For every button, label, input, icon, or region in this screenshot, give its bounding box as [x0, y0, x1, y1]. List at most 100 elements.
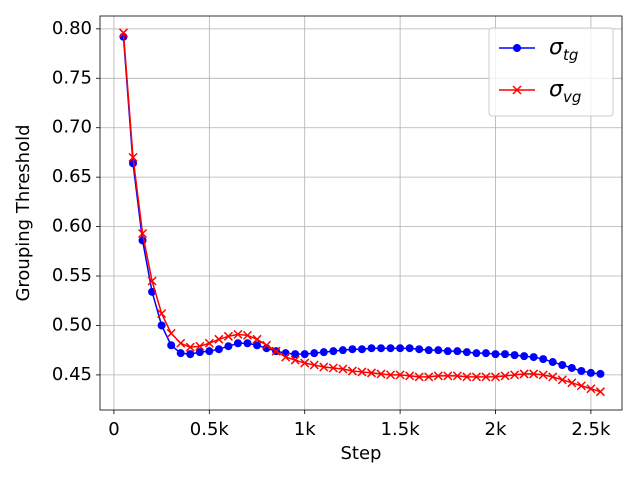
marker	[396, 344, 405, 353]
marker	[501, 350, 510, 359]
legend-subscript: tg	[563, 46, 578, 64]
marker	[395, 370, 405, 380]
marker	[586, 384, 596, 394]
marker	[567, 363, 576, 372]
marker	[118, 28, 128, 38]
y-tick-label: 0.70	[52, 117, 92, 138]
marker	[338, 364, 348, 374]
marker	[548, 358, 557, 367]
marker	[328, 363, 338, 373]
marker	[195, 341, 205, 351]
marker	[242, 330, 253, 340]
marker	[281, 352, 291, 362]
marker	[558, 361, 567, 370]
marker	[347, 366, 357, 376]
marker	[319, 362, 329, 372]
marker	[520, 352, 529, 361]
marker	[548, 372, 558, 382]
marker	[567, 378, 577, 388]
marker	[512, 85, 522, 95]
marker	[453, 347, 462, 356]
marker	[443, 347, 452, 356]
y-tick-label: 0.45	[52, 364, 92, 385]
marker	[157, 321, 166, 330]
marker	[576, 381, 586, 391]
legend-symbol: σ	[549, 77, 564, 102]
marker	[367, 344, 376, 353]
marker	[291, 350, 300, 359]
marker	[481, 349, 490, 358]
marker	[500, 371, 510, 381]
marker	[300, 350, 309, 359]
marker	[510, 351, 519, 360]
marker	[166, 328, 176, 338]
marker	[529, 369, 539, 379]
marker	[357, 367, 367, 377]
marker	[510, 370, 520, 380]
marker	[253, 341, 262, 350]
y-tick-label: 0.65	[52, 166, 92, 187]
marker	[204, 338, 214, 348]
marker	[205, 347, 214, 356]
x-axis-label: Step	[341, 443, 382, 464]
marker	[434, 346, 443, 355]
marker	[595, 387, 605, 397]
marker	[596, 369, 605, 378]
marker	[415, 345, 424, 354]
marker	[471, 372, 481, 382]
y-tick-label: 0.80	[52, 18, 92, 39]
marker	[452, 371, 462, 381]
marker	[433, 371, 443, 381]
marker	[176, 338, 186, 348]
marker	[252, 334, 262, 344]
marker	[300, 358, 310, 368]
x-tick-label: 0	[108, 419, 119, 440]
marker	[424, 346, 433, 355]
marker	[586, 368, 595, 377]
marker	[366, 368, 377, 378]
marker	[233, 339, 242, 348]
y-tick-label: 0.50	[52, 314, 92, 335]
x-tick-label: 0.5k	[190, 419, 230, 440]
marker	[481, 372, 491, 382]
marker	[223, 331, 233, 341]
plot-frame	[99, 15, 623, 411]
legend-symbol: σ	[549, 35, 564, 60]
marker	[348, 345, 357, 354]
marker	[167, 341, 176, 350]
x-tick-label: 2.5k	[571, 419, 611, 440]
marker	[233, 329, 243, 339]
marker	[490, 372, 501, 382]
marker	[539, 355, 548, 364]
marker	[405, 371, 415, 381]
marker	[386, 370, 396, 380]
marker	[377, 344, 386, 353]
marker	[128, 152, 138, 162]
marker	[185, 342, 195, 352]
y-tick-label: 0.60	[52, 216, 92, 237]
marker	[519, 369, 529, 379]
marker	[262, 340, 272, 350]
marker	[138, 236, 147, 245]
marker	[290, 355, 300, 365]
marker	[577, 366, 586, 375]
marker	[386, 344, 395, 353]
marker	[557, 375, 567, 385]
marker	[329, 347, 338, 356]
marker	[491, 350, 500, 359]
legend-label: σtg	[549, 35, 578, 64]
x-tick-label: 1.5k	[381, 419, 421, 440]
marker	[319, 348, 328, 357]
x-tick-label: 2k	[485, 419, 507, 440]
y-axis-label: Grouping Threshold	[13, 124, 34, 301]
marker	[271, 346, 281, 356]
marker	[357, 345, 366, 354]
marker	[424, 372, 434, 382]
x-tick-label: 1k	[294, 419, 316, 440]
marker	[147, 276, 157, 286]
y-tick-label: 0.55	[52, 265, 92, 286]
marker	[157, 309, 167, 319]
marker	[214, 334, 224, 344]
marker	[195, 348, 204, 357]
y-tick-label: 0.75	[52, 67, 92, 88]
